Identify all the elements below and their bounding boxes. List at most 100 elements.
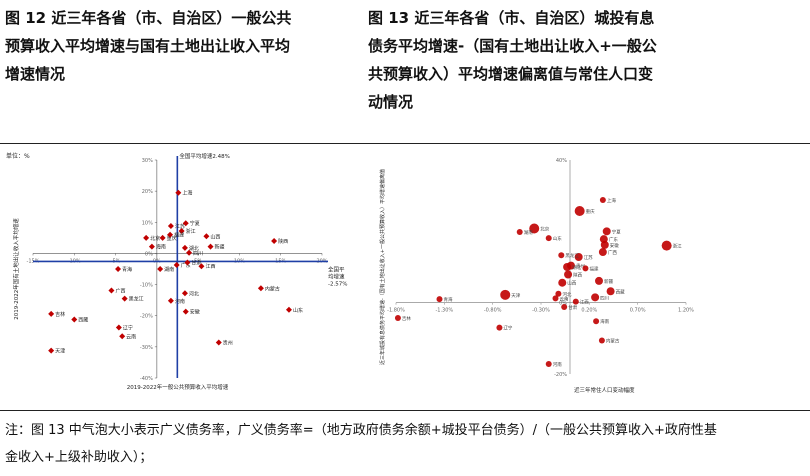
data-bubble: [564, 270, 573, 279]
data-point: [181, 244, 188, 251]
reference-label-vertical: 全国平均增速2.48%: [179, 152, 229, 160]
data-point: [157, 266, 164, 272]
data-bubble: [394, 315, 401, 322]
data-point: [108, 287, 115, 294]
data-bubble: [602, 227, 611, 236]
data-label: 辽宁: [503, 325, 512, 332]
data-point: [203, 233, 210, 240]
x-tick-label: 1.20%: [678, 308, 694, 314]
data-label: 北京: [540, 225, 549, 232]
data-label: 陕西: [278, 238, 288, 245]
data-label: 四川: [600, 295, 609, 301]
data-bubble: [552, 295, 559, 302]
data-label: 浙江: [186, 228, 196, 235]
data-point: [167, 297, 174, 304]
data-label: 广东: [181, 262, 191, 269]
data-label: 河北: [562, 291, 571, 298]
x-tick-label: -0.80%: [484, 308, 502, 314]
data-point: [271, 237, 278, 244]
data-label: 安徽: [190, 309, 200, 316]
data-bubble: [496, 324, 503, 331]
data-point: [148, 243, 155, 250]
data-label: 湖南: [164, 266, 174, 273]
data-label: 河南: [553, 361, 562, 368]
data-point: [48, 347, 55, 354]
data-label: 青海: [444, 296, 453, 303]
reference-label-horizontal: 均增速: [328, 272, 345, 280]
data-bubble: [574, 253, 583, 262]
data-label: 甘肃: [191, 259, 201, 266]
data-point: [159, 234, 166, 241]
data-point: [173, 261, 180, 268]
data-label: 贵州: [223, 339, 233, 346]
data-point: [257, 285, 264, 292]
data-label: 浙江: [673, 243, 682, 250]
data-label: 天津: [511, 292, 520, 299]
data-point: [186, 249, 193, 256]
note-divider-rule: [0, 410, 810, 411]
y-tick-label: 0%: [559, 301, 567, 307]
data-point: [115, 266, 122, 272]
data-label: 上海: [607, 197, 616, 204]
x-tick-label: -0.30%: [532, 308, 550, 314]
data-label: 江苏: [175, 223, 185, 230]
chart-figure-12: 单位：%-15%-10%-5%0%5%10%15%20%-40%-30%-20%…: [6, 152, 347, 391]
data-point: [119, 333, 126, 340]
data-label: 青海: [122, 266, 132, 273]
data-point: [167, 223, 174, 230]
figure-12-title-line-1: 图 12 近三年各省（市、自治区）一般公共: [5, 9, 292, 27]
figure-12-title-line-3: 增速情况: [5, 65, 66, 83]
figure-13-title-line-4: 动情况: [368, 93, 414, 111]
data-bubble: [529, 223, 540, 234]
data-label: 河南: [175, 298, 185, 305]
data-point: [48, 310, 55, 317]
y-axis-title: 2019-2022年国有土地出让收入平均增速: [12, 218, 20, 320]
data-bubble: [563, 263, 572, 271]
data-label: 江西: [205, 263, 215, 270]
data-label: 山东: [293, 307, 303, 314]
data-label: 北京: [150, 235, 160, 242]
data-point: [215, 339, 222, 346]
data-label: 上海: [182, 190, 192, 197]
y-tick-label: 10%: [142, 220, 153, 226]
data-point: [181, 290, 188, 297]
data-bubble: [593, 318, 600, 325]
data-bubble: [599, 235, 608, 244]
data-label: 云南: [560, 295, 569, 302]
data-label: 海南: [600, 318, 609, 325]
data-point: [182, 220, 189, 227]
x-axis-title: 2019-2022年一般公共预算收入平均增速: [127, 383, 229, 391]
data-label: 四川: [193, 251, 203, 257]
data-label: 宁夏: [612, 228, 621, 235]
data-label: 甘肃: [568, 304, 577, 311]
data-label: 福建: [589, 265, 598, 272]
data-bubble: [591, 293, 600, 302]
data-point: [184, 259, 191, 266]
x-tick-label: -1.80%: [387, 308, 405, 314]
data-point: [182, 308, 189, 315]
data-label: 陕西: [573, 271, 582, 278]
data-bubble: [545, 235, 552, 242]
figure-12-title: 图 12 近三年各省（市、自治区）一般公共 预算收入平均增速与国有土地出让收入平…: [5, 4, 291, 88]
y-tick-label: -40%: [140, 376, 153, 382]
data-bubble: [516, 229, 523, 236]
unit-label: 单位：%: [6, 152, 30, 160]
data-bubble: [599, 196, 606, 203]
data-bubble: [500, 289, 511, 300]
x-axis-title: 近三年常住人口变动幅度: [574, 386, 635, 394]
data-point: [285, 306, 292, 313]
data-label: 山西: [567, 280, 576, 287]
data-bubble: [606, 287, 615, 296]
figure-13-title-line-3: 共预算收入）平均增速偏离值与常住人口变: [368, 65, 654, 83]
data-bubble: [598, 248, 607, 257]
data-label: 辽宁: [123, 325, 133, 332]
data-label: 福建: [174, 232, 184, 239]
data-point: [71, 316, 78, 323]
y-tick-label: -20%: [140, 314, 153, 320]
data-label: 河北: [189, 290, 199, 297]
data-label: 新疆: [215, 244, 225, 251]
x-tick-label: -1.30%: [435, 308, 453, 314]
y-tick-label: -30%: [140, 345, 153, 351]
x-tick-label: 0.70%: [630, 308, 646, 314]
data-bubble: [661, 240, 672, 251]
